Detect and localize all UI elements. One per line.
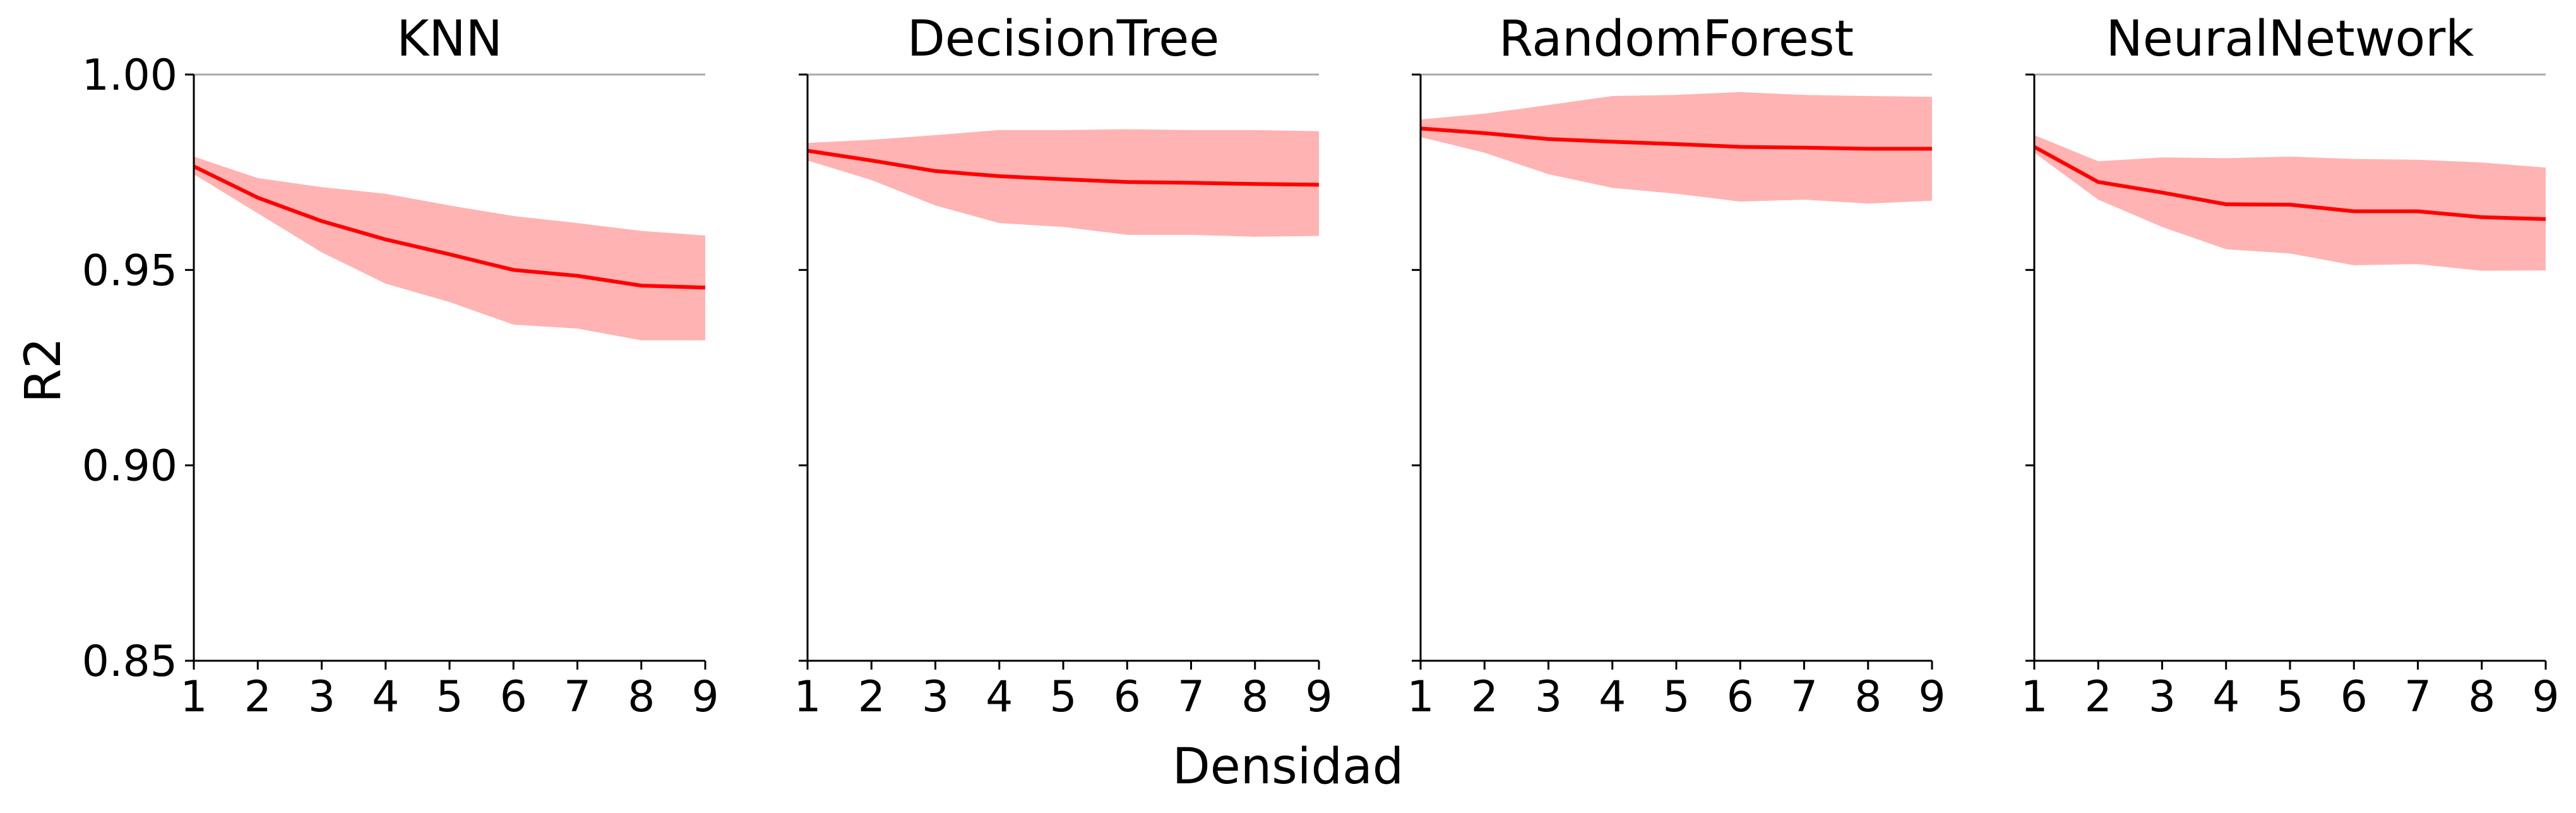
panel-decisiontree: 1 2 3 4 5 6 7 8 9 DecisionTree: [794, 11, 1332, 722]
confidence-band: [1421, 92, 1932, 204]
x-tick-label: 4: [1599, 672, 1626, 722]
x-tick-label: 6: [1727, 672, 1754, 722]
panel-neuralnetwork: 1 2 3 4 5 6 7 8 9 NeuralNetwork: [2020, 11, 2559, 722]
x-tick-label: 4: [986, 672, 1013, 722]
panel-title: RandomForest: [1499, 11, 1854, 68]
panel-knn: 1 2 3 4 5 6 7 8 9 0.85 0.90 0.95 1.00 KNN: [82, 11, 719, 722]
panel-title: DecisionTree: [907, 11, 1220, 68]
x-axis-label: Densidad: [1172, 738, 1404, 795]
x-tick-label: 7: [1178, 672, 1205, 722]
x-tick-label: 3: [922, 672, 949, 722]
x-tick-label: 3: [308, 672, 335, 722]
x-tick-label: 7: [564, 672, 591, 722]
x-tick-label: 8: [628, 672, 655, 722]
confidence-band: [808, 129, 1319, 237]
x-tick-label: 9: [1305, 672, 1332, 722]
y-tick-label: 0.95: [82, 246, 177, 296]
x-tick-label: 9: [1918, 672, 1945, 722]
panel-randomforest: 1 2 3 4 5 6 7 8 9 RandomForest: [1407, 11, 1945, 722]
y-tick-label: 1.00: [82, 51, 177, 100]
x-tick-label: 8: [1854, 672, 1881, 722]
confidence-band: [194, 156, 705, 340]
x-tick-label: 3: [2149, 672, 2176, 722]
x-tick-label: 5: [1662, 672, 1690, 722]
y-axis-label: R2: [15, 337, 72, 403]
x-tick-label: 6: [2340, 672, 2368, 722]
mean-line: [193, 164, 706, 290]
panel-title: NeuralNetwork: [2106, 11, 2474, 68]
x-tick-label: 2: [2085, 672, 2112, 722]
x-tick-label: 3: [1535, 672, 1562, 722]
mean-line: [807, 148, 1320, 187]
x-tick-label: 2: [1471, 672, 1498, 722]
mean-line: [1420, 126, 1932, 151]
x-tick-label: 5: [2276, 672, 2303, 722]
x-tick-label: 9: [2532, 672, 2559, 722]
x-tick-label: 6: [1114, 672, 1141, 722]
x-tick-label: 4: [372, 672, 399, 722]
x-tick-label: 9: [691, 672, 719, 722]
x-tick-label: 5: [436, 672, 463, 722]
panel-title: KNN: [397, 11, 503, 68]
x-tick-label: 8: [1241, 672, 1268, 722]
x-tick-label: 8: [2468, 672, 2495, 722]
y-tick-label: 0.90: [82, 442, 177, 491]
x-tick-label: 5: [1049, 672, 1076, 722]
x-tick-label: 4: [2212, 672, 2239, 722]
mean-line: [2033, 145, 2546, 221]
x-tick-label: 7: [1791, 672, 1818, 722]
x-tick-label: 1: [180, 672, 207, 722]
y-tick-label: 0.85: [82, 637, 177, 687]
x-tick-label: 1: [2020, 672, 2048, 722]
x-tick-label: 1: [1407, 672, 1434, 722]
x-tick-label: 2: [858, 672, 885, 722]
x-tick-label: 7: [2404, 672, 2431, 722]
x-tick-label: 1: [794, 672, 821, 722]
x-tick-label: 2: [244, 672, 271, 722]
x-tick-label: 6: [500, 672, 527, 722]
